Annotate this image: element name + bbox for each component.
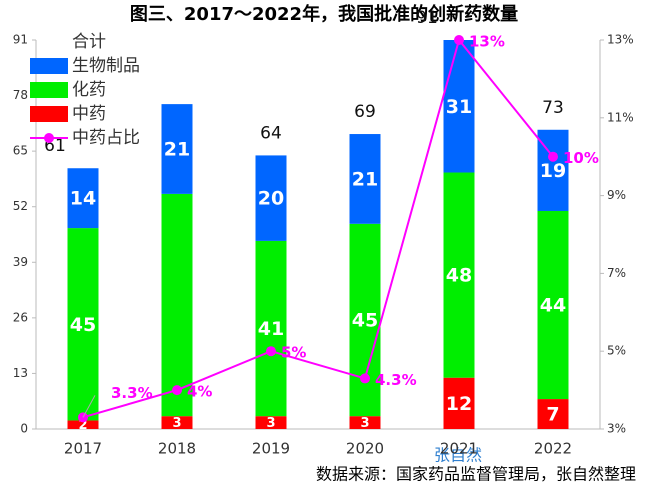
data-label: 3 xyxy=(172,416,181,431)
bar-segment xyxy=(255,416,287,429)
data-label: 2 xyxy=(78,418,87,433)
data-label: 19 xyxy=(540,160,566,182)
bar-segment xyxy=(255,240,287,417)
legend-swatch xyxy=(30,58,68,74)
ratio-point xyxy=(454,35,464,45)
bar-segment xyxy=(161,104,193,194)
source-note: 数据来源：国家药品监督管理局，张自然整理 xyxy=(316,466,636,484)
bar-segment xyxy=(161,193,193,417)
x-tick-label: 2019 xyxy=(252,440,290,458)
data-label: 7 xyxy=(546,404,559,426)
data-label: 45 xyxy=(70,314,96,336)
bar-segment xyxy=(255,155,287,241)
y2-tick-label: 3% xyxy=(607,422,626,436)
legend-dot xyxy=(44,133,54,143)
data-label: 3 xyxy=(360,416,369,431)
data-label: 44 xyxy=(540,295,566,317)
y-tick-label: 65 xyxy=(13,144,28,158)
chart-title: 图三、2017～2022年，我国批准的创新药数量 xyxy=(130,3,518,25)
bar-segment xyxy=(161,416,193,429)
y-tick-label: 26 xyxy=(13,310,28,324)
x-tick-label: 2021 xyxy=(440,440,478,458)
ratio-label: 4.3% xyxy=(375,371,417,389)
bar-segment xyxy=(67,420,99,429)
legend-label: 中药占比 xyxy=(72,128,140,148)
y-tick-label: 0 xyxy=(20,422,28,436)
data-label: 45 xyxy=(352,309,378,331)
data-label: 20 xyxy=(258,188,284,210)
y2-tick-label: 11% xyxy=(607,110,634,124)
bar-segment xyxy=(349,134,381,224)
bar-segment xyxy=(443,40,475,173)
y-tick-label: 13 xyxy=(13,366,28,380)
total-label: 91 xyxy=(416,8,438,28)
data-label: 48 xyxy=(446,265,472,287)
y-tick-label: 78 xyxy=(13,88,28,102)
bar-segment xyxy=(349,416,381,429)
ratio-point xyxy=(360,373,370,384)
ratio-label: 10% xyxy=(563,149,599,167)
y2-tick-label: 5% xyxy=(607,344,626,358)
y2-tick-label: 13% xyxy=(607,33,634,47)
y-tick-label: 52 xyxy=(13,199,28,213)
bar-segment xyxy=(537,210,569,400)
x-tick-label: 2018 xyxy=(158,440,196,458)
bar-segment xyxy=(443,377,475,429)
ratio-point xyxy=(266,346,276,357)
ratio-label: 3.3% xyxy=(111,384,153,402)
data-label: 12 xyxy=(446,393,472,415)
y2-tick-label: 9% xyxy=(607,188,626,202)
bar-segment xyxy=(537,399,569,429)
legend-label: 合计 xyxy=(72,32,106,52)
total-label: 64 xyxy=(260,123,282,143)
y-tick-label: 91 xyxy=(13,33,28,47)
ratio-label: 5% xyxy=(281,344,306,362)
data-label: 41 xyxy=(258,318,284,340)
legend-swatch xyxy=(30,106,68,122)
x-tick-label: 2020 xyxy=(346,440,384,458)
watermark: 张自然 xyxy=(434,446,482,465)
x-tick-label: 2017 xyxy=(64,440,102,458)
bar-segment xyxy=(67,228,99,421)
y2-tick-label: 7% xyxy=(607,266,626,280)
legend-label: 中药 xyxy=(72,104,106,124)
total-label: 73 xyxy=(542,98,564,118)
x-tick-label: 2022 xyxy=(534,440,572,458)
data-label: 14 xyxy=(70,188,96,210)
bar-segment xyxy=(349,223,381,417)
total-label: 69 xyxy=(354,102,376,122)
ratio-line xyxy=(82,37,554,419)
ratio-label: 13% xyxy=(469,33,505,51)
data-label: 3 xyxy=(266,416,275,431)
ratio-point xyxy=(172,385,182,396)
legend-label: 生物制品 xyxy=(72,56,140,76)
bar-segment xyxy=(443,172,475,378)
data-label: 21 xyxy=(164,139,190,161)
data-label: 21 xyxy=(352,168,378,190)
leader-line xyxy=(82,395,96,418)
ratio-point xyxy=(548,151,558,162)
legend-label: 化药 xyxy=(72,80,106,100)
data-label: 31 xyxy=(446,96,472,118)
ratio-label: 4% xyxy=(187,383,212,401)
bar-segment xyxy=(67,168,99,229)
y-tick-label: 39 xyxy=(13,255,28,269)
legend-swatch xyxy=(30,82,68,98)
